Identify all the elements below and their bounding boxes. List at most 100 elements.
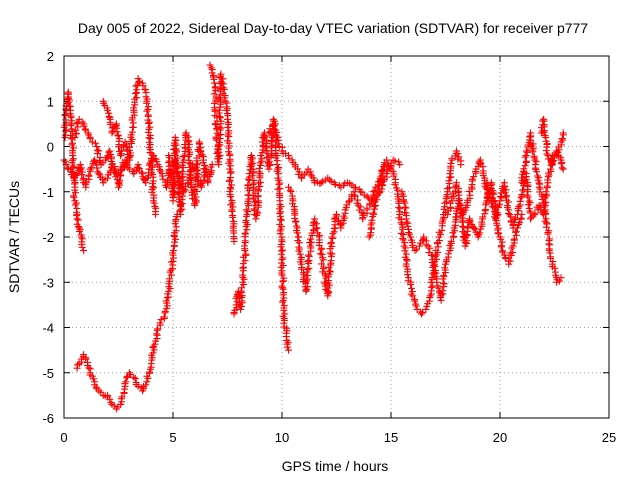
data-point-track-o bbox=[518, 174, 526, 182]
data-point-track-m bbox=[478, 218, 486, 226]
data-point-track-n bbox=[511, 216, 519, 224]
data-point-track-j bbox=[285, 183, 293, 191]
data-point-track-o bbox=[541, 210, 549, 218]
data-point-track-f bbox=[179, 176, 187, 184]
data-point-track-g bbox=[217, 117, 225, 125]
data-point-track-g bbox=[216, 103, 224, 111]
data-point-track-m bbox=[506, 257, 514, 265]
data-point-track-a bbox=[124, 164, 132, 172]
data-point-track-j bbox=[356, 203, 364, 211]
data-point-track-j bbox=[295, 247, 303, 255]
data-point-track-e bbox=[152, 330, 160, 338]
data-point-track-c bbox=[117, 167, 125, 175]
data-point-track-m bbox=[499, 248, 507, 256]
data-point-track-b bbox=[70, 162, 78, 170]
chart-title: Day 005 of 2022, Sidereal Day-to-day VTE… bbox=[78, 20, 588, 36]
data-point-track-o bbox=[545, 227, 553, 235]
data-point-track-k bbox=[396, 210, 404, 218]
data-point-track-b bbox=[75, 223, 83, 231]
data-point-track-k bbox=[446, 170, 454, 178]
data-point-track-h bbox=[239, 271, 247, 279]
data-point-track-o bbox=[557, 274, 565, 282]
data-point-track-i bbox=[317, 179, 325, 187]
data-point-track-e bbox=[121, 380, 129, 388]
data-point-track-h bbox=[279, 254, 287, 262]
data-point-track-d bbox=[139, 82, 147, 90]
data-point-track-c bbox=[117, 171, 125, 179]
data-point-track-e bbox=[123, 374, 131, 382]
data-point-track-l bbox=[404, 222, 412, 230]
data-point-track-l bbox=[440, 280, 448, 288]
data-point-track-k bbox=[375, 181, 383, 189]
data-point-track-b bbox=[78, 243, 86, 251]
data-point-track-m bbox=[490, 190, 498, 198]
data-point-track-g bbox=[212, 121, 220, 129]
data-point-track-i bbox=[391, 157, 399, 165]
data-point-track-f bbox=[191, 175, 199, 183]
data-point-track-c bbox=[94, 150, 102, 158]
data-point-track-h bbox=[275, 170, 283, 178]
data-point-track-i bbox=[352, 184, 360, 192]
data-point-track-h bbox=[243, 210, 251, 218]
data-point-track-g bbox=[229, 203, 237, 211]
data-point-track-h bbox=[261, 133, 269, 141]
data-point-track-o bbox=[533, 168, 541, 176]
data-point-track-f bbox=[201, 161, 209, 169]
data-point-track-j bbox=[327, 239, 335, 247]
data-point-track-g bbox=[229, 213, 237, 221]
data-point-track-k bbox=[377, 176, 385, 184]
data-point-track-m bbox=[511, 228, 519, 236]
data-point-track-j bbox=[318, 250, 326, 258]
data-point-track-j bbox=[319, 265, 327, 273]
data-point-track-f bbox=[198, 151, 206, 159]
data-point-track-g bbox=[215, 138, 223, 146]
data-point-track-d bbox=[126, 143, 134, 151]
data-point-track-m bbox=[512, 228, 520, 236]
data-point-track-n bbox=[524, 201, 532, 209]
data-point-track-l bbox=[403, 218, 411, 226]
data-point-track-n bbox=[543, 192, 551, 200]
data-point-track-j bbox=[337, 221, 345, 229]
data-point-track-j bbox=[295, 233, 303, 241]
data-points bbox=[60, 61, 567, 413]
data-point-track-o bbox=[523, 148, 531, 156]
data-point-track-d bbox=[130, 104, 138, 112]
data-point-track-m bbox=[497, 243, 505, 251]
data-point-track-g bbox=[224, 123, 232, 131]
data-point-track-g bbox=[221, 94, 229, 102]
data-point-track-e bbox=[156, 319, 164, 327]
data-point-track-i bbox=[269, 122, 277, 130]
data-point-track-d bbox=[145, 125, 153, 133]
data-point-track-b bbox=[71, 201, 79, 209]
data-point-track-c bbox=[91, 139, 99, 147]
data-point-track-h bbox=[248, 172, 256, 180]
data-point-track-g bbox=[220, 85, 228, 93]
data-point-track-h bbox=[242, 216, 250, 224]
data-point-track-f bbox=[178, 196, 186, 204]
data-point-track-g bbox=[214, 158, 222, 166]
data-point-track-e bbox=[160, 313, 168, 321]
data-point-track-j bbox=[305, 252, 313, 260]
data-point-track-k bbox=[445, 177, 453, 185]
data-point-track-g bbox=[207, 64, 215, 72]
data-point-track-k bbox=[411, 297, 419, 305]
data-point-track-f bbox=[173, 154, 181, 162]
data-point-track-d bbox=[133, 81, 141, 89]
data-point-track-k bbox=[419, 308, 427, 316]
data-point-track-f bbox=[195, 139, 203, 147]
data-point-track-i bbox=[274, 136, 282, 144]
data-point-track-j bbox=[326, 268, 334, 276]
data-point-track-f bbox=[172, 145, 180, 153]
data-point-track-n bbox=[501, 189, 509, 197]
data-point-track-a bbox=[135, 165, 143, 173]
data-point-track-d bbox=[143, 99, 151, 107]
data-point-track-l bbox=[439, 287, 447, 295]
data-point-track-f bbox=[194, 170, 202, 178]
data-point-track-l bbox=[450, 232, 458, 240]
data-point-track-n bbox=[498, 194, 506, 202]
data-point-track-n bbox=[502, 193, 510, 201]
data-point-track-h bbox=[265, 165, 273, 173]
data-point-track-n bbox=[504, 198, 512, 206]
data-point-track-n bbox=[525, 197, 533, 205]
data-point-track-h bbox=[273, 160, 281, 168]
